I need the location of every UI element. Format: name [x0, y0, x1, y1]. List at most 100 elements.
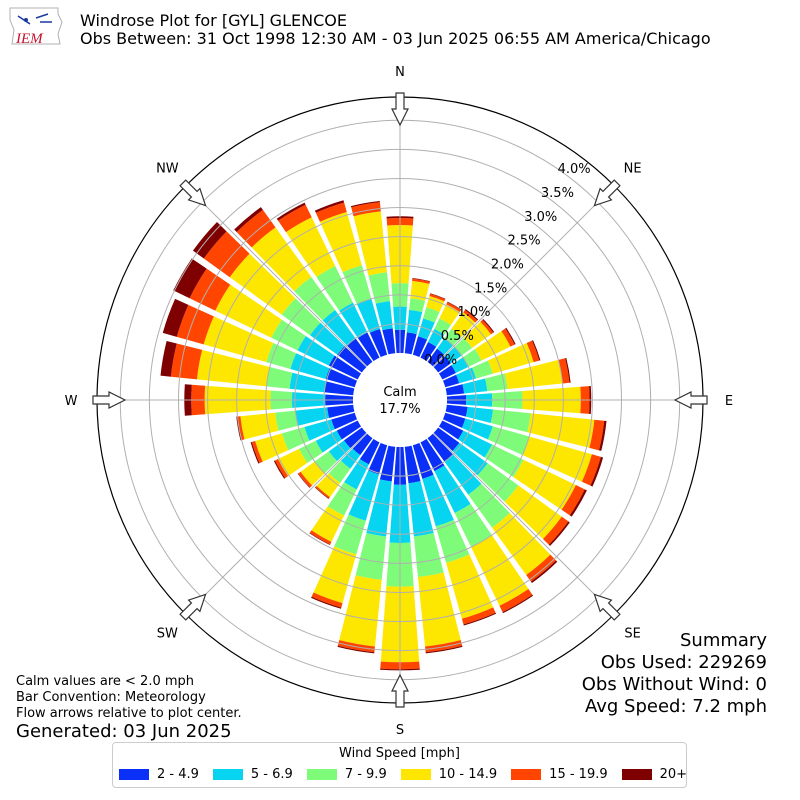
bar-230deg-5-6-9 — [328, 440, 351, 462]
legend-label: 2 - 4.9 — [157, 767, 199, 782]
bar-40deg-10-14-9 — [451, 312, 476, 338]
bar-340deg-10-14-9 — [319, 212, 362, 273]
bar-170deg-5-6-9 — [408, 481, 434, 537]
bar-290deg-2-4-9 — [325, 368, 358, 388]
bar-200deg-20- — [311, 596, 342, 609]
bar-160deg-10-14-9 — [446, 554, 494, 619]
bar-110deg-5-6-9 — [461, 418, 493, 440]
bar-300deg-20- — [173, 258, 207, 299]
bar-170deg-2-4-9 — [404, 445, 421, 484]
bar-150deg-10-14-9 — [471, 535, 529, 606]
bar-140deg-10-14-9 — [492, 512, 551, 575]
bar-250deg-7-9-9 — [281, 427, 310, 451]
radial-tick-labels: 0.0% 0.5% 1.0% 1.5% 2.0% 2.5% 3.0% 3.5% 4.0% — [424, 162, 591, 368]
bar-160deg-2-4-9 — [412, 442, 434, 479]
bar-160deg-5-6-9 — [422, 474, 454, 527]
legend-title: Wind Speed [mph] — [339, 746, 460, 761]
bar-140deg-20- — [530, 560, 558, 583]
bar-30deg-15-19-9 — [446, 302, 462, 313]
bar-20deg-15-19-9 — [429, 293, 446, 302]
bar-300deg-15-19-9 — [189, 268, 231, 311]
bar-10deg-5-6-9 — [406, 309, 423, 335]
summary-obs-without-wind: Obs Without Wind: 0 — [582, 674, 767, 695]
iem-logo: IEM — [9, 7, 63, 47]
compass-label-s: S — [396, 723, 404, 738]
bar-220deg-10-14-9 — [316, 473, 341, 498]
logo-text: IEM — [15, 31, 44, 47]
bar-40deg-15-19-9 — [463, 309, 478, 323]
chart-subtitle: Obs Between: 31 Oct 1998 12:30 AM - 03 J… — [80, 29, 711, 48]
bar-110deg-10-14-9 — [522, 436, 592, 482]
grid-spoke — [185, 432, 368, 615]
bar-60deg-20- — [505, 327, 516, 345]
bar-10deg-2-4-9 — [404, 332, 417, 355]
bar-120deg-20- — [569, 489, 587, 517]
bar-30deg-10-14-9 — [439, 304, 460, 326]
bar-260deg-7-9-9 — [275, 410, 299, 431]
compass-label-nw: NW — [156, 161, 179, 176]
bar-80deg-20- — [565, 357, 571, 383]
bar-110deg-20- — [590, 456, 604, 487]
legend-swatch — [621, 769, 652, 780]
bar-30deg-20- — [447, 301, 462, 311]
bar-50deg-20- — [482, 318, 495, 333]
bar-10deg-20- — [412, 277, 431, 282]
bar-200deg-10-14-9 — [313, 546, 357, 604]
bar-320deg-5-6-9 — [322, 309, 356, 346]
bar-280deg-2-4-9 — [324, 381, 355, 396]
bar-150deg-5-6-9 — [434, 465, 471, 514]
bar-340deg-15-19-9 — [315, 202, 347, 222]
bar-150deg-2-4-9 — [420, 438, 445, 472]
arrow-ne — [593, 179, 621, 207]
bar-200deg-5-6-9 — [348, 470, 379, 521]
summary-title: Summary — [680, 630, 767, 651]
arrow-s — [391, 673, 409, 708]
bar-20deg-2-4-9 — [412, 336, 428, 358]
grid-spoke — [432, 432, 615, 615]
bar-190deg-2-4-9 — [379, 445, 396, 482]
radial-tick-label: 1.5% — [474, 281, 507, 296]
bar-170deg-10-14-9 — [417, 572, 461, 647]
compass-label-se: SE — [624, 627, 640, 642]
summary-obs-used: Obs Used: 229269 — [601, 652, 767, 673]
bar-310deg-20- — [192, 222, 227, 259]
legend-item: 5 - 6.9 — [212, 767, 293, 782]
bar-210deg-20- — [309, 532, 331, 545]
bar-320deg-7-9-9 — [294, 276, 336, 321]
radial-tick-label: 2.0% — [491, 258, 524, 273]
radial-tick-label: 3.5% — [541, 186, 574, 201]
radial-tick-label: 1.0% — [457, 305, 490, 320]
bar-250deg-15-19-9 — [251, 440, 263, 464]
legend-label: 5 - 6.9 — [250, 767, 293, 782]
bar-220deg-7-9-9 — [328, 460, 351, 483]
bar-300deg-2-4-9 — [328, 355, 362, 380]
legend-swatch — [400, 769, 431, 780]
bar-50deg-5-6-9 — [444, 346, 462, 364]
radial-tick-label: 0.0% — [424, 353, 457, 368]
bar-200deg-15-19-9 — [311, 592, 343, 608]
bar-330deg-20- — [276, 202, 306, 221]
bar-330deg-15-19-9 — [278, 204, 312, 233]
legend-swatch — [511, 769, 542, 780]
bar-290deg-5-6-9 — [290, 353, 330, 379]
bar-310deg-7-9-9 — [281, 298, 321, 336]
bar-200deg-7-9-9 — [334, 514, 366, 555]
bar-230deg-15-19-9 — [298, 471, 313, 488]
bar-230deg-7-9-9 — [314, 451, 338, 474]
bar-60deg-5-6-9 — [451, 357, 469, 373]
bar-130deg-5-6-9 — [452, 442, 488, 476]
bar-210deg-15-19-9 — [309, 530, 332, 545]
bar-40deg-20- — [464, 309, 479, 321]
compass-labels: N NE E SE S SW W NW — [65, 65, 734, 738]
bar-190deg-7-9-9 — [355, 532, 387, 580]
bar-280deg-5-6-9 — [289, 372, 327, 393]
grid-spoke — [185, 185, 368, 368]
legend-item: 15 - 19.9 — [511, 767, 608, 782]
bar-220deg-20- — [314, 487, 329, 499]
bar-110deg-2-4-9 — [442, 412, 466, 428]
generated-date: Generated: 03 Jun 2025 — [16, 721, 232, 742]
bar-20deg-20- — [430, 293, 446, 300]
bar-260deg-15-19-9 — [237, 416, 245, 441]
windrose-bars — [160, 200, 607, 671]
bar-350deg-5-6-9 — [375, 301, 393, 331]
